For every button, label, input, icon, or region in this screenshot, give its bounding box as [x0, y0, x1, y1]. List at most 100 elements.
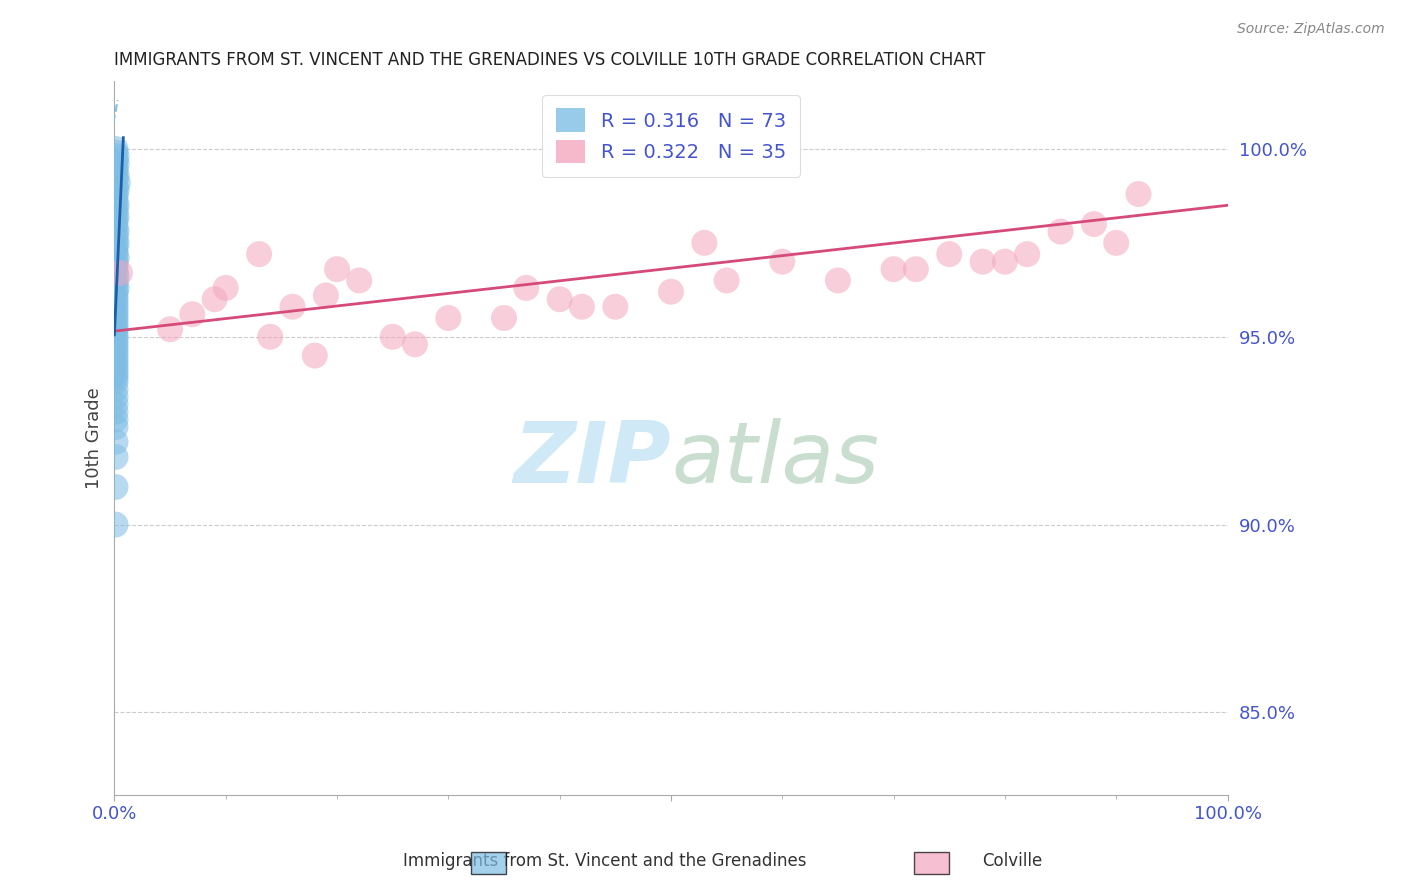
Point: [104, 239, 127, 253]
Point: [108, 266, 131, 280]
Point: [104, 383, 127, 397]
Point: [827, 273, 849, 287]
Point: [104, 359, 127, 374]
Y-axis label: 10th Grade: 10th Grade: [86, 387, 103, 489]
Point: [437, 311, 460, 326]
Point: [104, 341, 127, 355]
Point: [104, 247, 127, 261]
Point: [107, 176, 129, 190]
Text: Colville: Colville: [983, 852, 1042, 870]
Point: [105, 235, 128, 250]
Point: [693, 235, 716, 250]
Point: [104, 296, 127, 310]
Point: [104, 315, 127, 329]
Point: [716, 273, 738, 287]
Point: [104, 375, 127, 389]
Point: [994, 254, 1017, 268]
Point: [104, 187, 127, 202]
Point: [104, 368, 127, 382]
Point: [104, 363, 127, 377]
Point: [181, 307, 204, 321]
Point: [104, 420, 127, 434]
Point: [215, 281, 238, 295]
Text: ZIP: ZIP: [513, 418, 671, 501]
Point: [105, 225, 128, 239]
Point: [104, 337, 127, 351]
Point: [104, 161, 127, 175]
Point: [104, 153, 127, 168]
Point: [247, 247, 270, 261]
Point: [104, 202, 127, 216]
Point: [104, 142, 127, 156]
Text: Source: ZipAtlas.com: Source: ZipAtlas.com: [1237, 22, 1385, 37]
Point: [104, 318, 127, 333]
Point: [104, 303, 127, 318]
Point: [659, 285, 682, 299]
Point: [104, 228, 127, 243]
Point: [105, 281, 128, 295]
Text: atlas: atlas: [671, 418, 879, 501]
Point: [104, 232, 127, 246]
Point: [548, 292, 571, 306]
Point: [104, 434, 127, 449]
Point: [104, 307, 127, 321]
Point: [104, 397, 127, 411]
Point: [1128, 187, 1150, 202]
Point: [104, 412, 127, 426]
Point: [104, 311, 127, 326]
Point: [571, 300, 593, 314]
Point: [105, 168, 128, 182]
Point: [104, 206, 127, 220]
Point: [259, 330, 281, 344]
Point: [315, 288, 337, 302]
Point: [104, 322, 127, 336]
Point: [104, 179, 127, 194]
Point: [281, 300, 304, 314]
Point: [104, 266, 127, 280]
Point: [105, 198, 128, 212]
Text: IMMIGRANTS FROM ST. VINCENT AND THE GRENADINES VS COLVILLE 10TH GRADE CORRELATIO: IMMIGRANTS FROM ST. VINCENT AND THE GREN…: [114, 51, 986, 69]
Point: [104, 254, 127, 268]
Point: [304, 349, 326, 363]
Point: [104, 405, 127, 419]
Point: [492, 311, 515, 326]
Point: [104, 145, 127, 160]
Point: [770, 254, 793, 268]
Point: [105, 269, 128, 284]
Point: [1049, 225, 1071, 239]
Point: [105, 157, 128, 171]
Point: [972, 254, 994, 268]
Point: [605, 300, 627, 314]
Point: [1105, 235, 1128, 250]
Point: [105, 210, 128, 224]
Point: [104, 352, 127, 367]
Point: [204, 292, 226, 306]
Point: [104, 480, 127, 494]
Point: [159, 322, 181, 336]
Point: [104, 390, 127, 404]
Point: [104, 244, 127, 258]
Point: [104, 288, 127, 302]
Point: [104, 326, 127, 340]
Point: [1017, 247, 1039, 261]
Point: [104, 194, 127, 209]
Point: [105, 251, 128, 265]
Point: [104, 450, 127, 464]
Text: Immigrants from St. Vincent and the Grenadines: Immigrants from St. Vincent and the Gren…: [404, 852, 806, 870]
Point: [104, 172, 127, 186]
Point: [938, 247, 960, 261]
Point: [104, 277, 127, 292]
Point: [104, 217, 127, 231]
Point: [104, 191, 127, 205]
Point: [104, 292, 127, 306]
Point: [381, 330, 404, 344]
Point: [105, 183, 128, 197]
Point: [104, 356, 127, 370]
Point: [404, 337, 426, 351]
Point: [104, 517, 127, 532]
Point: [104, 330, 127, 344]
Point: [104, 371, 127, 385]
Point: [105, 149, 128, 163]
Point: [883, 262, 905, 277]
Point: [104, 349, 127, 363]
